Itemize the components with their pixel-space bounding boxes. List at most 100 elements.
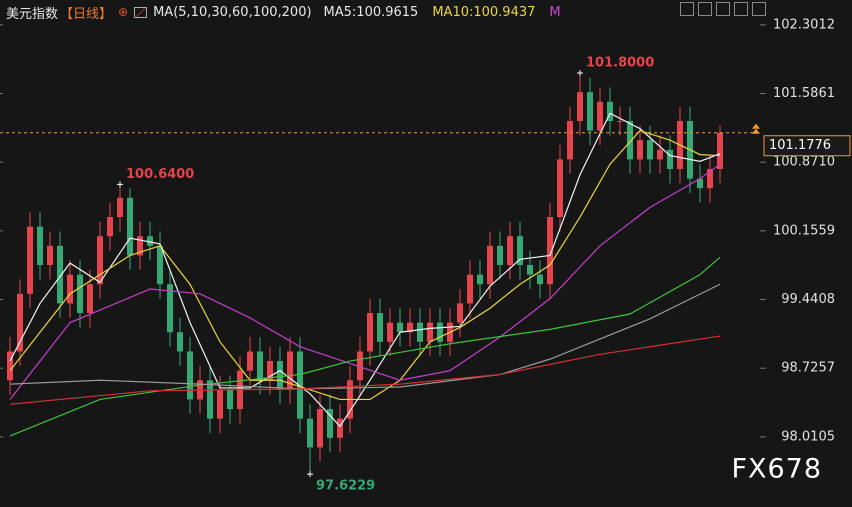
y-tick-label: 98.7257 (781, 361, 835, 376)
indicator: MA(5,10,30,60,100,200) (153, 4, 312, 20)
candle-body (367, 313, 373, 352)
candle-body (67, 274, 73, 304)
candle-body (187, 351, 193, 400)
tool-button[interactable] (698, 2, 712, 16)
candle-body (697, 178, 703, 189)
price-tag (763, 135, 851, 157)
candle-body (577, 92, 583, 121)
candle-body (287, 351, 293, 390)
candle-body (717, 132, 723, 169)
ma-line (9, 112, 721, 428)
annotation-marker (577, 69, 583, 76)
candle-body (17, 293, 23, 352)
annotation-label: 97.6229 (316, 479, 375, 494)
candle-body (377, 313, 383, 342)
candle-body (207, 380, 213, 419)
tool-button[interactable] (752, 2, 766, 16)
candle-body (87, 284, 93, 314)
candle-body (567, 120, 573, 160)
candle-body (27, 226, 33, 294)
candle-body (557, 159, 563, 218)
candle-body (217, 389, 223, 419)
candle-body (527, 265, 533, 275)
candle-body (147, 236, 153, 246)
candle-body (497, 245, 503, 266)
candle-body (517, 236, 523, 266)
annotation-label: 101.8000 (586, 55, 654, 70)
indicator-icon[interactable] (134, 6, 148, 18)
candle-body (177, 332, 183, 352)
candle-body (597, 101, 603, 131)
price-tag-label: 101.1776 (769, 138, 831, 153)
candle-body (387, 322, 393, 342)
tool-button[interactable] (734, 2, 748, 16)
candle-body (427, 322, 433, 342)
candle-body (357, 351, 363, 381)
candle-body (397, 322, 403, 333)
candle-body (277, 361, 283, 390)
candle-body (227, 389, 233, 410)
candle-body (297, 351, 303, 419)
candle-body (267, 361, 273, 381)
ma-line (9, 129, 721, 401)
ma-line (9, 256, 721, 437)
y-tick-label: 98.0105 (781, 429, 835, 444)
candle-body (587, 92, 593, 131)
tool-button[interactable] (716, 2, 730, 16)
candle-body (307, 418, 313, 448)
candle-body (47, 245, 53, 266)
annotation-marker (307, 471, 313, 478)
candle-body (37, 226, 43, 266)
candle-body (607, 101, 613, 121)
candle-body (537, 274, 543, 285)
candle-body (157, 245, 163, 285)
toolbar (680, 2, 766, 16)
candle-body (257, 351, 263, 381)
candle-body (167, 284, 173, 333)
candle-body (627, 120, 633, 160)
watermark: FX678 (731, 454, 822, 485)
candle-body (97, 236, 103, 285)
candle-body (137, 236, 143, 256)
candle-body (547, 217, 553, 285)
tool-button[interactable] (680, 2, 694, 16)
title: 美元指数 (6, 6, 59, 22)
candle-body (647, 140, 653, 160)
candle-body (417, 322, 423, 342)
header: 美元指数 【日线】 ⊕ MA(5,10,30,60,100,200) MA5:1… (6, 3, 561, 22)
ma-line (9, 335, 721, 405)
candle-body (467, 274, 473, 304)
y-tick-label: 99.4408 (781, 292, 835, 307)
annotation-marker (117, 181, 123, 188)
candle-body (437, 322, 443, 342)
candle-body (77, 274, 83, 314)
y-tick-label: 100.8710 (773, 155, 835, 170)
ma-line (9, 163, 721, 400)
candle-body (617, 120, 623, 122)
candle-body (117, 197, 123, 218)
readout: M (549, 4, 561, 20)
readout: MA10:100.9437 (432, 4, 536, 20)
candle-body (247, 351, 253, 371)
candle-body (107, 217, 113, 237)
candle-body (667, 149, 673, 169)
candle-body (7, 351, 13, 381)
candle-body (407, 322, 413, 333)
y-tick-label: 101.5861 (773, 86, 835, 101)
y-tick-label: 102.3012 (773, 17, 835, 32)
candle-body (457, 303, 463, 323)
add-icon[interactable]: ⊕ (118, 5, 129, 19)
period: 【日线】 (60, 6, 113, 22)
annotation-label: 100.6400 (126, 167, 194, 182)
candle-body (57, 245, 63, 304)
price-arrow (752, 123, 760, 134)
candle-body (127, 197, 133, 256)
readouts: MA5:100.9615 MA10:100.9437 M (324, 5, 561, 20)
candle-body (487, 245, 493, 285)
candle-body (327, 409, 333, 438)
candle-body (317, 409, 323, 448)
candle-body (477, 274, 483, 285)
candle-body (707, 169, 713, 189)
